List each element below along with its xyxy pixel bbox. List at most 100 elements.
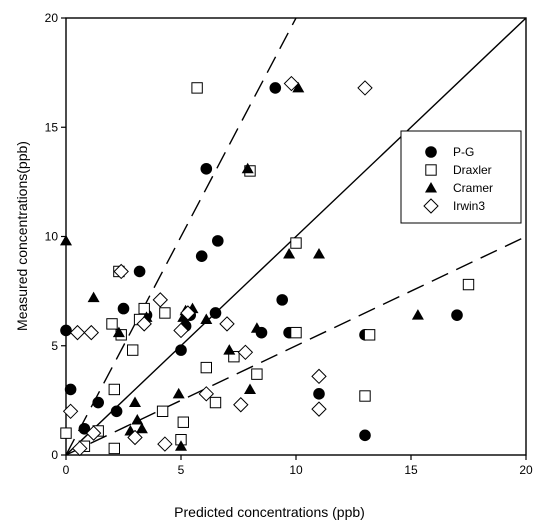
data-point-irwin3 xyxy=(237,344,254,361)
y-tick-label: 5 xyxy=(51,339,58,353)
data-point-draxler xyxy=(200,361,213,374)
data-point-draxler xyxy=(159,307,171,319)
legend-label-p-g: P-G xyxy=(453,145,474,159)
data-point-cramer xyxy=(223,344,236,355)
data-point-cramer xyxy=(292,81,305,93)
data-point-irwin3 xyxy=(180,305,196,321)
data-point-p-g xyxy=(451,309,463,321)
data-point-irwin3 xyxy=(219,316,235,332)
data-point-draxler xyxy=(106,318,118,330)
data-point-draxler xyxy=(127,344,139,356)
legend-label-irwin3: Irwin3 xyxy=(453,199,485,213)
data-point-draxler xyxy=(138,302,150,315)
data-point-cramer xyxy=(135,422,148,434)
data-point-p-g xyxy=(212,235,224,247)
data-point-p-g xyxy=(110,405,123,418)
data-point-p-g xyxy=(209,307,222,319)
data-point-irwin3 xyxy=(127,429,143,446)
one-to-one-line xyxy=(66,18,526,455)
data-point-irwin3 xyxy=(311,401,327,417)
y-tick-label: 0 xyxy=(51,448,58,462)
dashed-reference-line xyxy=(66,235,526,455)
data-point-cramer xyxy=(177,311,190,322)
legend: P-G Draxler Cramer Irwin3 xyxy=(400,130,522,224)
data-point-cramer xyxy=(250,322,263,333)
x-tick-label: 10 xyxy=(289,463,303,477)
data-point-draxler xyxy=(209,396,222,409)
y-tick-label: 20 xyxy=(45,11,59,25)
data-point-p-g xyxy=(200,162,213,175)
legend-marker-p-g xyxy=(425,146,437,158)
data-point-draxler xyxy=(363,329,376,341)
legend-marker-draxler xyxy=(425,164,437,176)
data-point-irwin3 xyxy=(173,322,189,339)
data-point-p-g xyxy=(60,324,72,337)
data-point-cramer xyxy=(411,309,424,320)
data-point-irwin3 xyxy=(357,80,373,96)
data-point-draxler xyxy=(290,237,302,249)
data-point-irwin3 xyxy=(157,436,173,452)
data-point-cramer xyxy=(112,326,125,338)
data-point-p-g xyxy=(269,82,282,94)
data-point-p-g xyxy=(313,388,325,400)
data-point-irwin3 xyxy=(72,440,88,457)
data-point-p-g xyxy=(133,265,146,278)
data-point-draxler xyxy=(191,82,203,94)
legend-label-draxler: Draxler xyxy=(453,163,492,177)
data-point-draxler xyxy=(108,383,120,396)
data-point-cramer xyxy=(200,313,213,325)
data-point-draxler xyxy=(359,390,371,402)
data-point-irwin3 xyxy=(113,263,129,280)
data-point-cramer xyxy=(313,247,325,259)
dashed-reference-line xyxy=(66,18,297,455)
data-point-irwin3 xyxy=(62,403,79,420)
legend-label-cramer: Cramer xyxy=(453,181,493,195)
data-point-draxler xyxy=(228,350,240,363)
legend-box xyxy=(400,130,522,224)
data-point-p-g xyxy=(359,429,371,442)
data-point-p-g xyxy=(92,396,104,409)
data-point-cramer xyxy=(175,440,187,451)
data-point-cramer xyxy=(87,291,100,303)
y-axis-title: Measured concentrations(ppb) xyxy=(14,141,30,331)
data-point-irwin3 xyxy=(69,324,86,341)
x-axis-title: Predicted concentrations (ppb) xyxy=(174,504,365,520)
data-point-cramer xyxy=(60,234,72,246)
x-tick-label: 20 xyxy=(519,463,533,477)
y-tick-label: 15 xyxy=(45,120,59,134)
data-point-p-g xyxy=(117,302,130,315)
data-point-irwin3 xyxy=(311,368,327,385)
data-point-p-g xyxy=(64,383,77,396)
data-point-p-g xyxy=(78,422,91,435)
legend-marker-cramer xyxy=(425,182,437,193)
data-point-irwin3 xyxy=(85,425,102,441)
x-tick-label: 15 xyxy=(404,463,418,477)
data-point-draxler xyxy=(251,368,263,380)
data-point-irwin3 xyxy=(152,292,169,308)
data-point-irwin3 xyxy=(233,397,249,413)
data-point-irwin3 xyxy=(83,324,100,341)
x-tick-label: 5 xyxy=(178,463,185,477)
data-point-cramer xyxy=(283,247,296,259)
data-point-irwin3 xyxy=(198,386,215,402)
data-point-draxler xyxy=(156,405,169,418)
data-point-irwin3 xyxy=(283,75,300,92)
data-point-cramer xyxy=(131,414,144,425)
data-point-cramer xyxy=(241,162,254,174)
y-tick-label: 10 xyxy=(45,230,59,244)
data-point-draxler xyxy=(290,326,302,339)
data-point-p-g xyxy=(195,250,208,262)
x-tick-label: 0 xyxy=(63,463,70,477)
data-point-cramer xyxy=(129,396,141,408)
data-point-draxler xyxy=(108,442,120,455)
data-point-draxler xyxy=(60,427,72,439)
data-point-p-g xyxy=(175,344,187,356)
data-point-p-g xyxy=(276,294,289,306)
data-point-draxler xyxy=(462,278,475,291)
data-point-draxler xyxy=(177,416,190,428)
data-point-cramer xyxy=(244,383,256,394)
legend-marker-irwin3 xyxy=(423,198,439,214)
data-point-irwin3 xyxy=(136,316,152,332)
data-point-cramer xyxy=(172,387,185,399)
